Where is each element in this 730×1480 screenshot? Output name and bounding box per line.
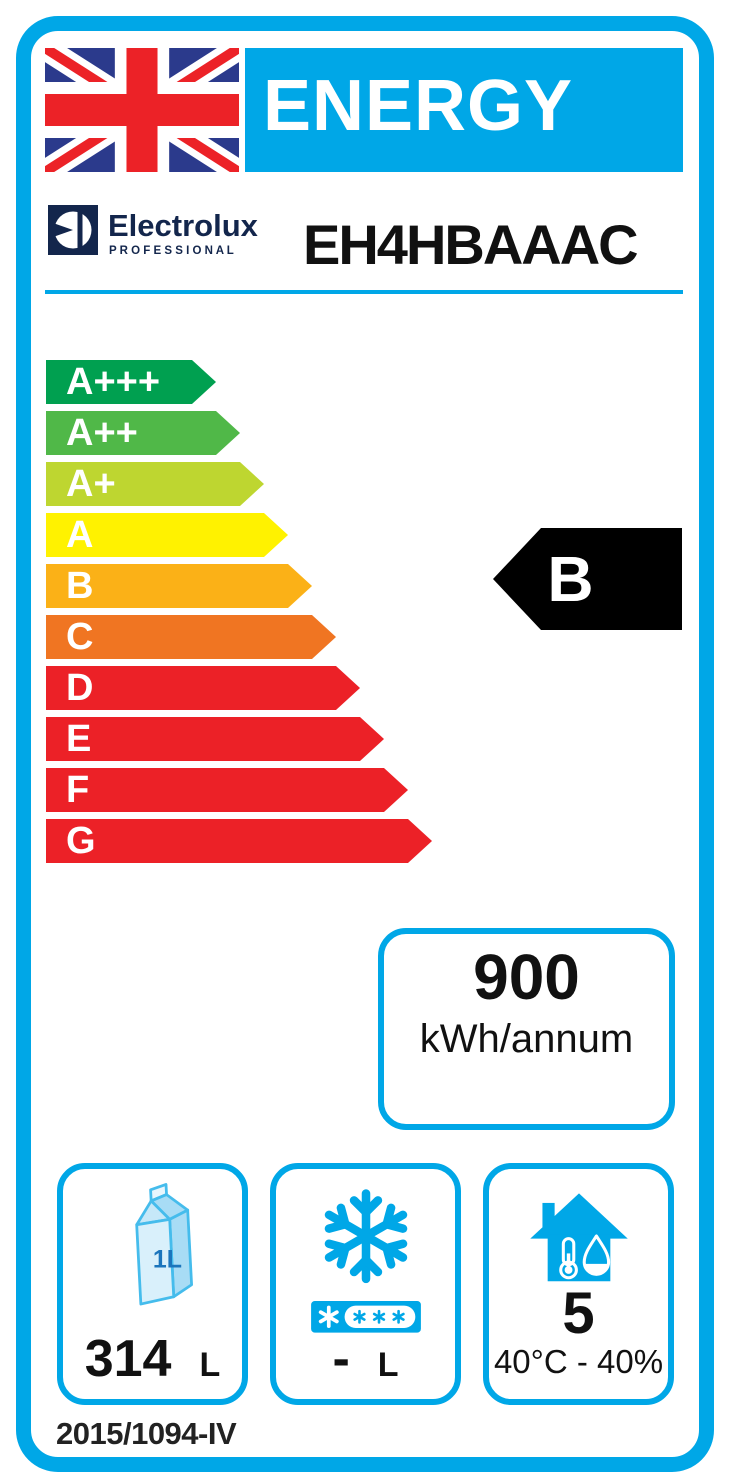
union-jack-icon: [45, 48, 239, 172]
frozen-volume-unit: L: [377, 1346, 399, 1384]
electrolux-professional-text: P R O F E S S I O N A L: [109, 245, 234, 257]
frozen-volume-box: - L: [270, 1163, 461, 1405]
rating-arrow-F: F: [46, 768, 408, 812]
energy-title: ENERGY: [263, 66, 574, 146]
rating-arrow-E: E: [46, 717, 384, 761]
rating-arrow-label: A: [66, 514, 94, 556]
regulation-reference: 2015/1094-IV: [56, 1416, 237, 1451]
rating-arrow-label: A++: [66, 412, 138, 454]
rating-arrow-A: A: [46, 513, 288, 557]
energy-value: 900: [473, 941, 580, 1013]
rating-arrow-C: C: [46, 615, 336, 659]
fresh-volume-box: 1L 314 L: [57, 1163, 248, 1405]
rating-scale: A+++ A++ A+ A B C D E F G: [46, 360, 432, 870]
rating-arrow-A++: A++: [46, 411, 240, 455]
rating-arrow-label: A+: [66, 463, 116, 505]
house-climate-icon: [529, 1193, 628, 1282]
milk-carton-icon: 1L: [134, 1183, 193, 1306]
snowflake-icon: [324, 1189, 407, 1284]
rating-arrow-label: F: [66, 769, 90, 811]
rating-arrow-label: E: [66, 718, 92, 760]
annual-energy-box: 900 kWh/annum: [378, 928, 675, 1130]
carton-size-label: 1L: [152, 1246, 181, 1274]
electrolux-logo: Electrolux P R O F E S S I O N A L: [48, 205, 258, 257]
header-divider: [45, 290, 683, 294]
current-rating-letter: B: [547, 543, 594, 615]
rating-arrow-B: B: [46, 564, 312, 608]
energy-banner: ENERGY: [245, 48, 683, 172]
rating-arrow-label: A+++: [66, 361, 161, 403]
label-border: [16, 16, 714, 1472]
energy-unit: kWh/annum: [419, 1017, 634, 1062]
frozen-volume-value-row: - L: [332, 1333, 398, 1385]
frozen-volume-value: -: [332, 1330, 350, 1388]
climate-class-range: 40°C - 40%: [493, 1343, 664, 1380]
electrolux-wordmark: Electrolux: [108, 208, 258, 243]
rating-arrow-A+++: A+++: [46, 360, 216, 404]
climate-class-box: 5 40°C - 40%: [483, 1163, 674, 1405]
fresh-volume-value: 314: [84, 1330, 172, 1388]
freezer-star-rating-icon: [310, 1301, 421, 1333]
model-number: EH4HBAAAC: [303, 213, 639, 276]
rating-arrow-D: D: [46, 666, 360, 710]
rating-arrow-label: C: [66, 616, 94, 658]
rating-arrow-label: B: [66, 565, 94, 607]
rating-arrow-label: D: [66, 667, 94, 709]
rating-arrow-label: G: [66, 820, 96, 862]
fresh-volume-unit: L: [199, 1346, 221, 1384]
fresh-volume-value-row: 314 L: [85, 1333, 221, 1385]
climate-class-value: 5: [562, 1281, 595, 1346]
rating-arrow-G: G: [46, 819, 432, 863]
rating-arrow-A+: A+: [46, 462, 264, 506]
